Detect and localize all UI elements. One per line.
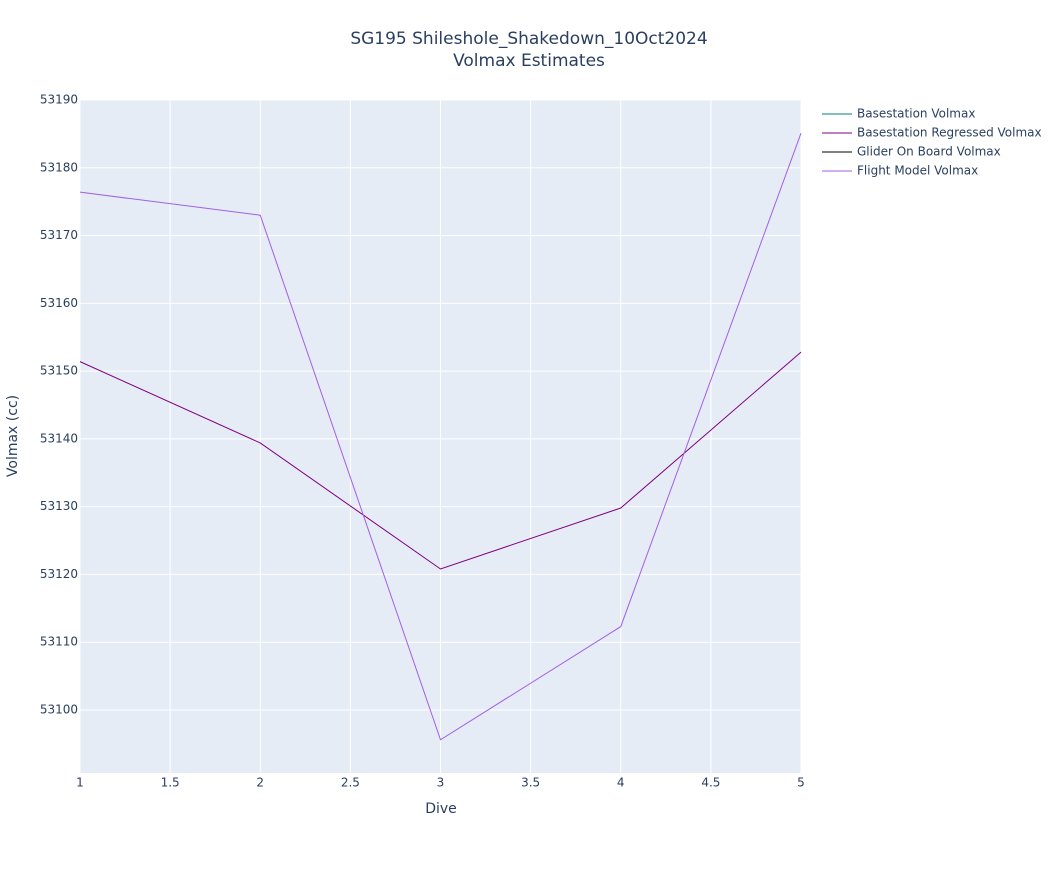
x-tick-label: 2.5 (341, 776, 360, 790)
x-tick-label: 2 (256, 776, 264, 790)
y-tick-label: 53140 (40, 431, 78, 445)
x-axis-title: Dive (425, 801, 457, 817)
x-tick-label: 4.5 (701, 776, 720, 790)
legend-label: Basestation Regressed Volmax (857, 126, 1042, 140)
y-tick-label: 53190 (40, 93, 78, 107)
y-tick-label: 53130 (40, 499, 78, 513)
x-tick-label: 3 (437, 776, 445, 790)
y-tick-label: 53160 (40, 296, 78, 310)
x-tick-label: 4 (617, 776, 625, 790)
y-tick-label: 53100 (40, 702, 78, 716)
series-line (79, 351, 802, 570)
legend-label: Basestation Volmax (857, 107, 975, 121)
x-tick-label: 3.5 (521, 776, 540, 790)
series-line (79, 133, 802, 741)
x-tick-label: 1 (76, 776, 84, 790)
legend-label: Glider On Board Volmax (857, 145, 1001, 159)
y-tick-label: 53180 (40, 160, 78, 174)
x-tick-label: 1.5 (161, 776, 180, 790)
y-tick-label: 53120 (40, 567, 78, 581)
chart-title: SG195 Shileshole_Shakedown_10Oct2024 (350, 29, 707, 49)
y-tick-label: 53170 (40, 228, 78, 242)
y-axis-title: Volmax (cc) (5, 395, 21, 477)
x-tick-label: 5 (797, 776, 805, 790)
legend-label: Flight Model Volmax (857, 164, 978, 178)
y-tick-label: 53110 (40, 635, 78, 649)
chart-subtitle: Volmax Estimates (453, 51, 605, 71)
y-tick-label: 53150 (40, 364, 78, 378)
